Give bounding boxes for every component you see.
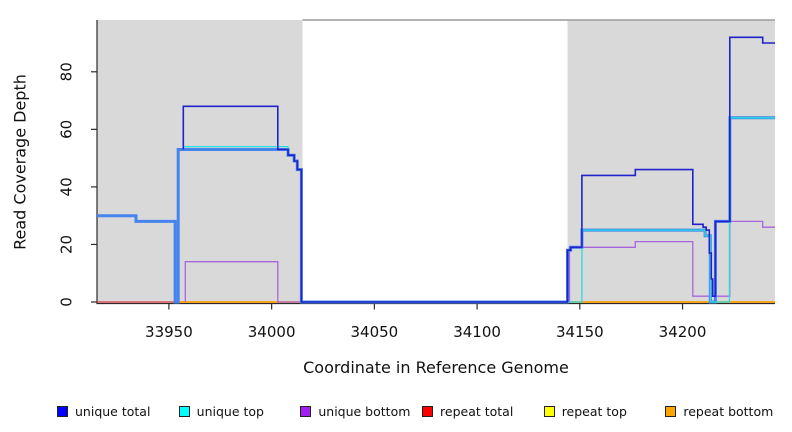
legend-item-unique-total: unique total (57, 401, 179, 421)
y-tick-label: 60 (57, 120, 75, 139)
legend-swatch-unique-total (57, 405, 68, 417)
legend-label: unique top (196, 403, 264, 419)
legend-label: unique bottom (318, 403, 411, 419)
legend-item-repeat-total: repeat total (422, 401, 544, 421)
y-axis-title: Read Coverage Depth (10, 74, 30, 250)
legend-label: repeat bottom (683, 403, 774, 419)
series-unique-total (182, 36, 775, 303)
legend-item-repeat-top: repeat top (543, 401, 666, 421)
shaded-region-2 (567, 20, 775, 303)
y-tick-label: 20 (57, 235, 75, 254)
x-tick-label: 34150 (556, 323, 604, 341)
y-tick-label: 80 (57, 62, 75, 81)
y-tick-label: 0 (57, 297, 75, 307)
legend-swatch-unique-bottom (300, 405, 312, 417)
x-tick-label: 34200 (659, 323, 707, 341)
legend-swatch-repeat-top (543, 405, 555, 417)
legend-label: repeat total (440, 403, 514, 419)
shaded-region-1 (97, 20, 303, 303)
legend-swatch-repeat-bottom (665, 405, 677, 417)
legend-label: unique total (75, 403, 151, 419)
legend-item-unique-bottom: unique bottom (300, 401, 422, 421)
series-unique-bottom (184, 220, 775, 303)
x-axis-title: Coordinate in Reference Genome (303, 358, 569, 377)
y-tick-label: 40 (57, 177, 75, 196)
legend-swatch-unique-top (178, 405, 190, 417)
x-tick-label: 33950 (145, 323, 193, 341)
legend-item-unique-top: unique top (178, 401, 301, 421)
x-tick-label: 34100 (453, 323, 501, 341)
x-tick-label: 34050 (351, 323, 399, 341)
legend-label: repeat top (561, 403, 627, 419)
x-tick-label: 34000 (248, 323, 296, 341)
chart-legend: unique total unique top unique bottom repea… (57, 401, 787, 421)
legend-item-repeat-bottom: repeat bottom (665, 401, 787, 421)
legend-swatch-repeat-total (422, 405, 434, 417)
